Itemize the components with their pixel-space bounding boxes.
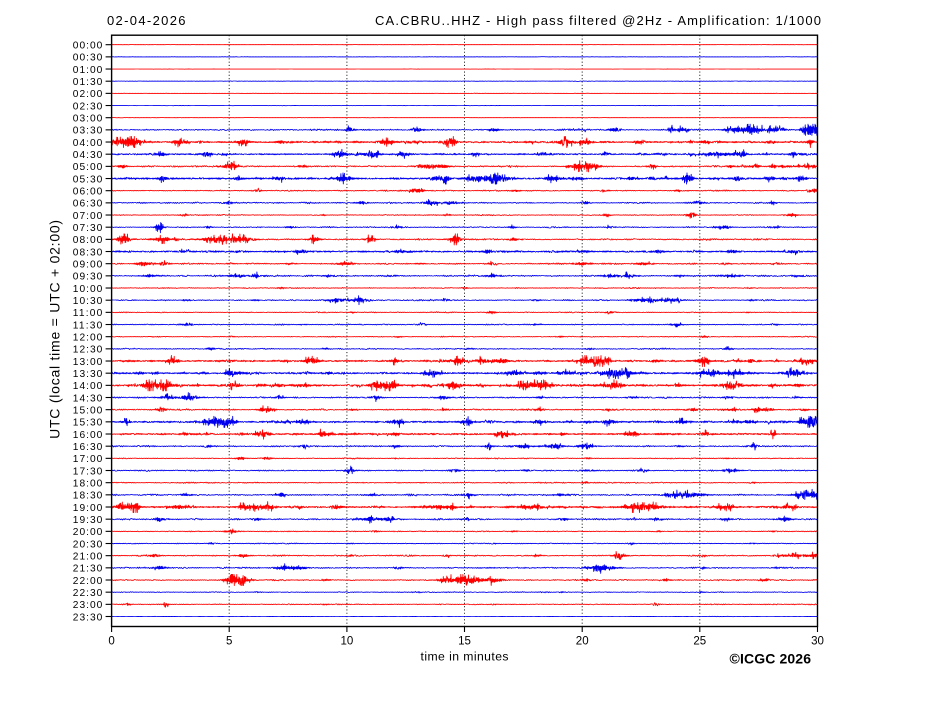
- svg-text:CA.CBRU..HHZ - High pass filte: CA.CBRU..HHZ - High pass filtered @2Hz -…: [375, 13, 821, 28]
- svg-text:13:00: 13:00: [73, 357, 103, 368]
- svg-text:16:00: 16:00: [73, 430, 103, 441]
- svg-text:15:00: 15:00: [73, 405, 103, 416]
- svg-text:time in minutes: time in minutes: [421, 649, 509, 663]
- svg-text:10:00: 10:00: [73, 284, 103, 295]
- svg-text:14:00: 14:00: [73, 381, 103, 392]
- svg-text:01:30: 01:30: [73, 77, 103, 88]
- svg-text:5: 5: [226, 636, 232, 648]
- svg-text:21:30: 21:30: [73, 564, 103, 575]
- svg-text:16:30: 16:30: [73, 442, 103, 453]
- svg-text:18:30: 18:30: [73, 491, 103, 502]
- svg-text:19:00: 19:00: [73, 503, 103, 514]
- svg-text:05:00: 05:00: [73, 162, 103, 173]
- svg-text:17:00: 17:00: [73, 454, 103, 465]
- svg-text:15:30: 15:30: [73, 418, 103, 429]
- svg-text:23:30: 23:30: [73, 612, 103, 623]
- svg-text:02:30: 02:30: [73, 101, 103, 112]
- svg-text:06:30: 06:30: [73, 199, 103, 210]
- svg-text:11:00: 11:00: [73, 308, 103, 319]
- svg-text:10:30: 10:30: [73, 296, 103, 307]
- svg-text:03:00: 03:00: [73, 114, 103, 125]
- svg-text:20: 20: [576, 636, 589, 648]
- svg-text:30: 30: [811, 636, 824, 648]
- svg-text:00:00: 00:00: [73, 41, 103, 52]
- svg-text:12:30: 12:30: [73, 345, 103, 356]
- svg-text:06:00: 06:00: [73, 186, 103, 197]
- svg-text:05:30: 05:30: [73, 174, 103, 185]
- svg-text:08:00: 08:00: [73, 235, 103, 246]
- svg-text:13:30: 13:30: [73, 369, 103, 380]
- svg-text:10: 10: [341, 636, 354, 648]
- svg-text:22:00: 22:00: [73, 576, 103, 587]
- svg-text:04:30: 04:30: [73, 150, 103, 161]
- svg-text:02-04-2026: 02-04-2026: [107, 13, 186, 28]
- svg-text:00:30: 00:30: [73, 53, 103, 64]
- svg-text:17:30: 17:30: [73, 466, 103, 477]
- svg-text:21:00: 21:00: [73, 551, 103, 562]
- svg-text:UTC (local time = UTC + 02:00): UTC (local time = UTC + 02:00): [47, 220, 63, 439]
- svg-text:12:00: 12:00: [73, 332, 103, 343]
- svg-text:18:00: 18:00: [73, 478, 103, 489]
- svg-text:20:30: 20:30: [73, 539, 103, 550]
- svg-text:09:00: 09:00: [73, 259, 103, 270]
- svg-text:11:30: 11:30: [73, 320, 103, 331]
- svg-text:03:30: 03:30: [73, 126, 103, 137]
- svg-text:01:00: 01:00: [73, 65, 103, 76]
- svg-text:02:00: 02:00: [73, 89, 103, 100]
- svg-text:07:30: 07:30: [73, 223, 103, 234]
- svg-text:22:30: 22:30: [73, 588, 103, 599]
- svg-text:23:00: 23:00: [73, 600, 103, 611]
- svg-text:04:00: 04:00: [73, 138, 103, 149]
- svg-text:25: 25: [693, 636, 706, 648]
- svg-text:14:30: 14:30: [73, 393, 103, 404]
- svg-text:15: 15: [458, 636, 471, 648]
- svg-text:09:30: 09:30: [73, 272, 103, 283]
- svg-text:07:00: 07:00: [73, 211, 103, 222]
- svg-text:0: 0: [108, 636, 114, 648]
- svg-text:08:30: 08:30: [73, 247, 103, 258]
- svg-text:20:00: 20:00: [73, 527, 103, 538]
- svg-text:©ICGC 2026: ©ICGC 2026: [730, 650, 812, 666]
- svg-text:19:30: 19:30: [73, 515, 103, 526]
